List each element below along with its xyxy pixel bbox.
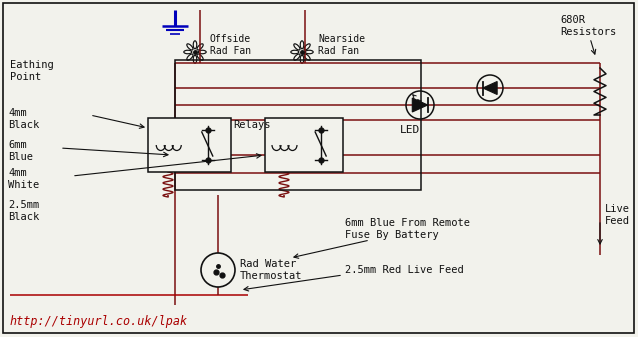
- Text: Eathing
Point: Eathing Point: [10, 60, 54, 82]
- Text: 6mm
Blue: 6mm Blue: [8, 140, 33, 162]
- Text: Offside
Rad Fan: Offside Rad Fan: [210, 34, 251, 56]
- Bar: [265, 118, 343, 172]
- Text: 2.5mm
Black: 2.5mm Black: [8, 200, 40, 222]
- Text: Rad Water
Thermostat: Rad Water Thermostat: [240, 259, 302, 281]
- Text: Nearside
Rad Fan: Nearside Rad Fan: [318, 34, 365, 56]
- Text: Relays: Relays: [233, 120, 271, 130]
- Text: 6mm Blue From Remote
Fuse By Battery: 6mm Blue From Remote Fuse By Battery: [345, 218, 470, 240]
- Text: Live
Feed: Live Feed: [605, 204, 630, 226]
- Bar: [175, 60, 421, 190]
- Polygon shape: [412, 98, 427, 112]
- Text: 680R
Resistors: 680R Resistors: [560, 15, 616, 37]
- Polygon shape: [483, 82, 497, 94]
- Text: 4mm
White: 4mm White: [8, 168, 40, 190]
- Text: 4mm
Black: 4mm Black: [8, 108, 40, 130]
- Text: LED: LED: [400, 125, 420, 135]
- Text: 2.5mm Red Live Feed: 2.5mm Red Live Feed: [345, 265, 464, 275]
- Text: http://tinyurl.co.uk/lpak: http://tinyurl.co.uk/lpak: [10, 315, 188, 329]
- Bar: [148, 118, 231, 172]
